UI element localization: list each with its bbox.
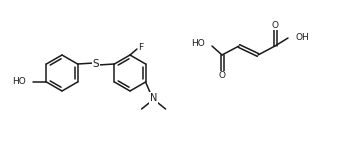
Text: HO: HO xyxy=(12,78,25,86)
Text: HO: HO xyxy=(191,40,205,48)
Text: O: O xyxy=(272,20,279,29)
Text: OH: OH xyxy=(295,33,309,41)
Text: S: S xyxy=(93,59,99,69)
Text: O: O xyxy=(219,72,226,80)
Text: F: F xyxy=(138,42,144,52)
Text: N: N xyxy=(150,93,157,103)
